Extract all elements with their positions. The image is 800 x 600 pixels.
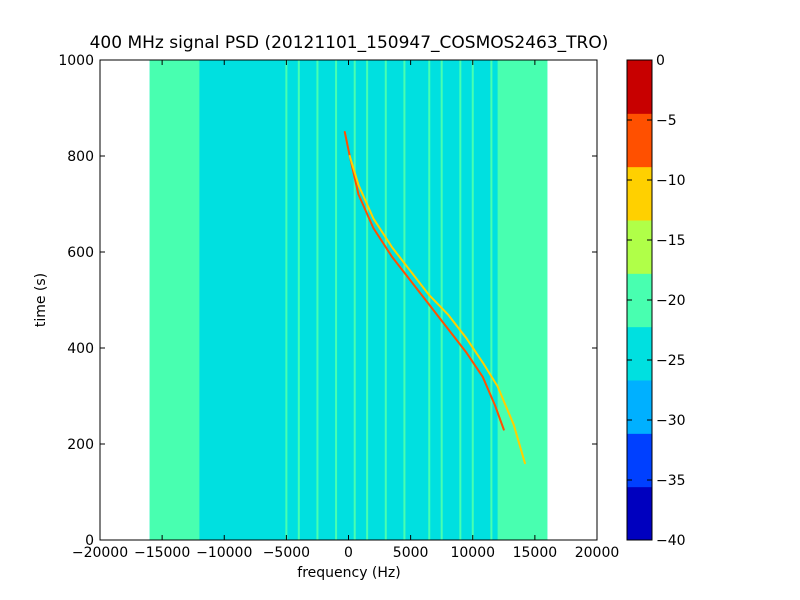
x-tick-label: 20000 [575, 545, 620, 561]
heatmap-vertical-line [285, 60, 288, 540]
heatmap-vertical-line [353, 60, 356, 540]
heatmap-vertical-line [440, 60, 443, 540]
colorbar-segment [627, 326, 652, 381]
signal-trace [343, 131, 505, 431]
colorbar-tick-label: −5 [656, 113, 677, 129]
colorbar-segment [627, 433, 652, 488]
y-tick-label: 400 [67, 341, 94, 357]
heatmap-edge-band [497, 60, 548, 540]
x-axis-label: frequency (Hz) [297, 565, 400, 581]
x-tick-label: −10000 [196, 545, 252, 561]
heatmap-vertical-line [366, 60, 369, 540]
colorbar-tick-label: −25 [656, 353, 686, 369]
x-axis: −20000 −15000 −10000 −5000 0 5000 10000 15000 20… [72, 60, 619, 561]
x-tick-label: 15000 [513, 545, 558, 561]
x-tick-label: −20000 [72, 545, 128, 561]
heatmap-vertical-line [335, 60, 338, 540]
heatmap-vertical-line [316, 60, 319, 540]
y-tick-label: 1000 [58, 53, 94, 69]
heatmap-background [149, 60, 548, 540]
x-tick-label: 10000 [450, 545, 495, 561]
colorbar-segment [627, 60, 652, 114]
colorbar: 0 −5 −10 −15 −20 −25 −30 −35 −40 [626, 53, 686, 549]
colorbar-tick-label: −30 [656, 413, 686, 429]
colorbar-segment [627, 220, 652, 274]
heatmap [149, 60, 548, 540]
y-axis: 0 200 400 600 800 1000 [58, 53, 597, 549]
heatmap-vertical-line [185, 60, 188, 540]
colorbar-tick-label: 0 [656, 53, 665, 69]
chart-title: 400 MHz signal PSD (20121101_150947_COSM… [90, 33, 609, 53]
x-tick-label: 5000 [393, 545, 429, 561]
colorbar-tick-label: −20 [656, 293, 686, 309]
colorbar-tick-label: −10 [656, 173, 686, 189]
heatmap-vertical-line [403, 60, 406, 540]
heatmap-vertical-line [154, 60, 157, 540]
colorbar-tick-label: −35 [656, 473, 686, 489]
y-axis-label: time (s) [33, 273, 49, 327]
heatmap-vertical-line [167, 60, 170, 540]
x-tick-label: −5000 [263, 545, 310, 561]
colorbar-tick-label: −15 [656, 233, 686, 249]
signal-trace [348, 155, 526, 465]
colorbar-segment [627, 166, 652, 221]
colorbar-segment [627, 486, 652, 541]
y-tick-label: 600 [67, 245, 94, 261]
colorbar-tick-label: −40 [656, 533, 686, 549]
x-tick-label: −15000 [134, 545, 190, 561]
heatmap-vertical-line [297, 60, 300, 540]
colorbar-segment [627, 380, 652, 434]
heatmap-vertical-line [428, 60, 431, 540]
y-tick-label: 0 [85, 533, 94, 549]
heatmap-edge-band [149, 60, 200, 540]
heatmap-vertical-line [459, 60, 462, 540]
colorbar-segment [627, 113, 652, 168]
y-tick-label: 800 [67, 149, 94, 165]
heatmap-vertical-line [384, 60, 387, 540]
x-tick-label: 0 [344, 545, 353, 561]
heatmap-vertical-line [471, 60, 474, 540]
heatmap-vertical-line [490, 60, 493, 540]
y-tick-label: 200 [67, 437, 94, 453]
